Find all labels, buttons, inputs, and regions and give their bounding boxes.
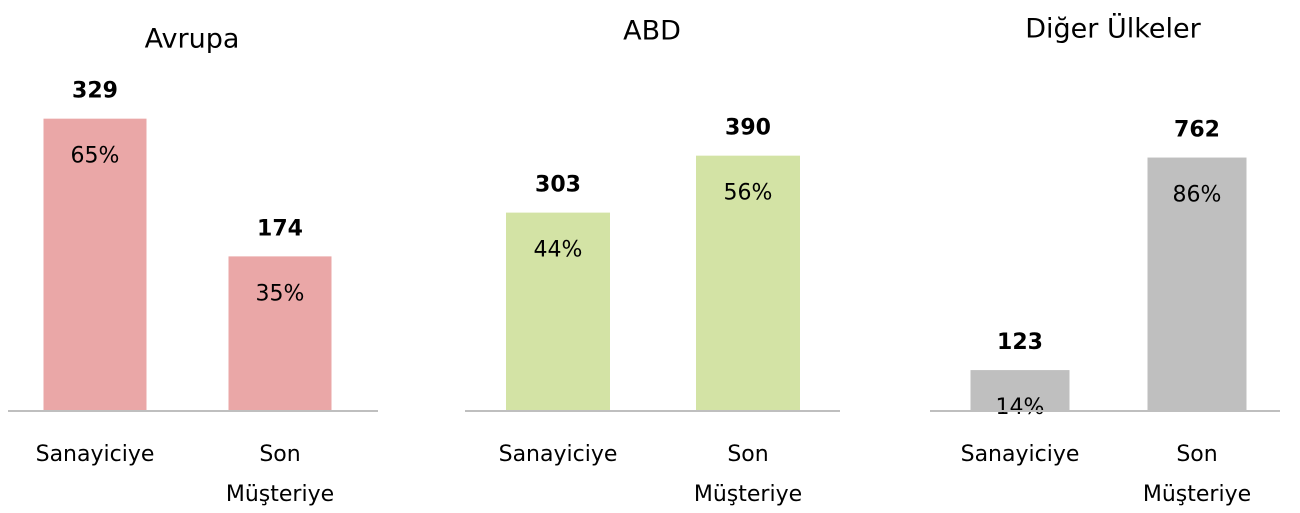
chart-title: Diğer Ülkeler [1025, 13, 1201, 45]
share-label: 65% [71, 144, 120, 169]
share-label: 14% [996, 395, 1045, 420]
share-label: 56% [724, 181, 773, 206]
value-label: 329 [72, 79, 118, 104]
bar [43, 118, 147, 411]
value-label: 303 [535, 173, 581, 198]
value-label: 123 [997, 330, 1043, 355]
chart-title: Avrupa [145, 24, 240, 55]
x-tick-label: Sanayiciye [961, 442, 1080, 467]
bar [1147, 157, 1247, 411]
share-label: 44% [534, 238, 583, 263]
value-label: 174 [257, 216, 303, 241]
x-tick-label: Son Müşteriye [694, 442, 802, 507]
value-label: 762 [1174, 118, 1220, 143]
bar [970, 370, 1070, 411]
share-label: 86% [1173, 183, 1222, 208]
share-label: 35% [256, 281, 305, 306]
chart-title: ABD [623, 16, 681, 47]
value-label: 390 [725, 116, 771, 141]
bar [506, 212, 610, 411]
bar [696, 155, 800, 411]
x-tick-label: Son Müşteriye [1143, 442, 1251, 507]
x-tick-label: Son Müşteriye [226, 442, 334, 507]
x-tick-label: Sanayiciye [499, 442, 618, 467]
x-tick-label: Sanayiciye [36, 442, 155, 467]
bar [228, 256, 332, 411]
